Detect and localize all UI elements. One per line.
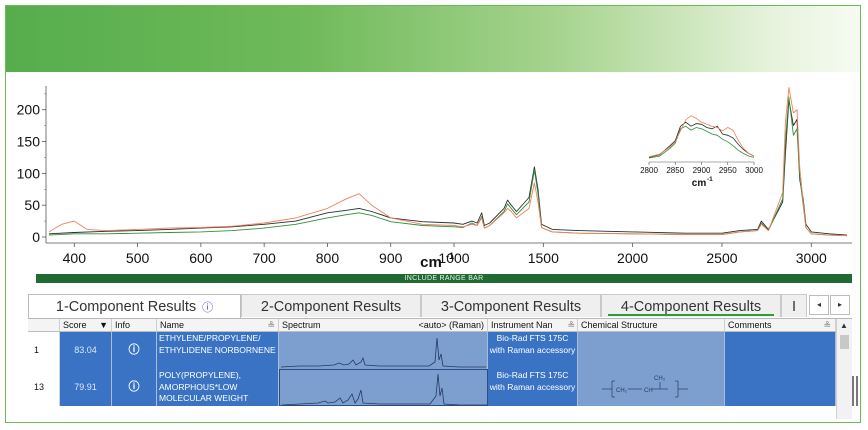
y-tick-label: 50 [24, 197, 40, 213]
header-comments[interactable]: Comments ≗ [725, 319, 836, 332]
x-tick-label: 500 [126, 250, 150, 266]
row-number: 1 [28, 332, 60, 369]
scrollbar-thumb[interactable] [840, 335, 849, 349]
header-info[interactable]: Info [112, 319, 157, 332]
inset-series-line-1 [648, 121, 755, 158]
y-tick-label: 0 [32, 229, 40, 245]
app-frame: 0 50 100 150 200 400 500 600 700 800 900 1000 1500 20… [5, 5, 861, 423]
inset-x-tick-label: 2850 [666, 166, 684, 175]
spectrum-thumbnail-plot [281, 373, 487, 405]
x-tick-label: 700 [252, 250, 276, 266]
table-row[interactable]: 13 79.91 ⓘ POLY(PROPYLENE), AMORPHOUS*LO… [28, 369, 836, 406]
tab-label: 3-Component Results [440, 299, 582, 315]
info-header-label: Info [115, 320, 131, 330]
inset-x-tick-label: 2950 [719, 166, 737, 175]
header-name[interactable]: Name ≗ [157, 319, 279, 332]
score-value: 83.04 [60, 332, 112, 369]
inset-x-tick-label: 2800 [640, 166, 658, 175]
x-tick-label: 900 [379, 250, 403, 266]
header-banner [6, 6, 860, 72]
header-spectrum[interactable]: Spectrum <auto> (Raman) [279, 319, 488, 332]
comments-cell[interactable] [725, 369, 836, 406]
x-tick-label: 3000 [796, 250, 827, 266]
filter-icon[interactable]: ≗ [567, 320, 575, 330]
scroll-up-icon[interactable]: ▲ [840, 321, 848, 330]
instrument-name: Bio-Rad FTS 175C with Raman accessory [488, 332, 578, 369]
vertical-scrollbar[interactable]: ▲ [836, 319, 852, 419]
score-header-label: Score [63, 320, 87, 330]
tab-label: 4-Component Results [620, 299, 762, 315]
tab-1-component-results[interactable]: 1-Component Results ⓘ [28, 294, 241, 319]
spectrum-header-label: Spectrum [282, 320, 321, 330]
series-line-2 [48, 96, 848, 237]
chemical-structure [578, 332, 725, 369]
tab-prev-button[interactable]: ◂ [809, 295, 829, 315]
inset-series-line-3 [648, 115, 755, 158]
info-icon[interactable]: ⓘ [202, 302, 214, 314]
filter-icon[interactable]: ≗ [267, 320, 275, 330]
tab-next-button[interactable]: ▸ [830, 295, 850, 315]
x-tick-label: 1500 [528, 250, 559, 266]
x-tick-label: 1000 [438, 250, 469, 266]
y-tick-label: 150 [17, 134, 41, 150]
tab-3-component-results[interactable]: 3-Component Results [421, 294, 601, 317]
instrument-name: Bio-Rad FTS 175C with Raman accessory [488, 369, 578, 406]
spectrum-mode-label[interactable]: <auto> (Raman) [418, 320, 484, 330]
spectrum-thumbnail[interactable] [279, 332, 488, 369]
y-tick-label: 200 [17, 102, 41, 118]
inset-x-axis-label-superscript: -1 [707, 176, 713, 183]
structure-header-label: Chemical Structure [581, 320, 658, 330]
header-score[interactable]: Score ▼ [60, 319, 112, 332]
info-icon[interactable]: ⓘ [112, 369, 157, 406]
compound-name: ETHYLENE/PROPYLENE/ ETHYLIDENE NORBORNEN… [157, 332, 279, 369]
x-axis-label-superscript: -1 [446, 251, 454, 261]
tab-label: 1-Component Results [55, 299, 197, 315]
svg-text:CH₃: CH₃ [654, 376, 666, 382]
polypropylene-structure-icon: CH₂ CH CH₃ [602, 376, 688, 398]
x-axis-label: cm [420, 254, 442, 271]
table-row[interactable]: 1 83.04 ⓘ ETHYLENE/PROPYLENE/ ETHYLIDENE… [28, 332, 836, 369]
tab-label: 2-Component Results [260, 299, 402, 315]
x-tick-label: 2500 [706, 250, 737, 266]
header-rownum [28, 319, 60, 332]
comments-header-label: Comments [728, 320, 772, 330]
spectrum-thumbnail[interactable] [279, 369, 488, 406]
x-tick-label: 800 [316, 250, 340, 266]
info-icon[interactable]: ⓘ [112, 332, 157, 369]
results-grid: Score ▼ Info Name ≗ Spectrum <auto> (Ram… [28, 318, 858, 419]
score-value: 79.91 [60, 369, 112, 406]
tab-4-component-results[interactable]: 4-Component Results [601, 294, 781, 317]
inset-series-line-2 [648, 125, 755, 159]
y-tick-label: 100 [17, 165, 41, 181]
tab-2-component-results[interactable]: 2-Component Results [241, 294, 421, 317]
chemical-structure: CH₂ CH CH₃ [578, 369, 725, 406]
instrument-header-label: Instrument Nan [491, 320, 553, 330]
sort-desc-icon: ▼ [99, 320, 108, 330]
tab-label: I [791, 299, 797, 315]
results-tabs: 1-Component Results ⓘ 2-Component Results… [28, 294, 852, 319]
inset-x-tick-label: 2900 [693, 166, 711, 175]
x-tick-label: 2000 [617, 250, 648, 266]
name-header-label: Name [160, 320, 185, 330]
svg-text:CH₂: CH₂ [616, 388, 628, 394]
compound-name: POLY(PROPYLENE), AMORPHOUS*LOW MOLECULAR… [157, 369, 279, 406]
filter-icon[interactable]: ≗ [823, 320, 831, 330]
header-instrument[interactable]: Instrument Nan ≗ [488, 319, 578, 332]
inset-x-tick-label: 3000 [745, 166, 763, 175]
x-tick-label: 400 [63, 250, 87, 266]
include-range-bar[interactable]: INCLUDE RANGE BAR [36, 274, 852, 283]
spectrum-thumbnail-plot [280, 337, 486, 368]
column-resize-handle[interactable] [852, 376, 858, 406]
comments-cell[interactable] [725, 332, 836, 369]
tab-overflow[interactable]: I [781, 294, 807, 317]
svg-text:CH: CH [644, 388, 653, 394]
row-number: 13 [28, 369, 60, 406]
header-structure[interactable]: Chemical Structure [578, 319, 725, 332]
spectrum-chart[interactable]: 0 50 100 150 200 400 500 600 700 800 900 1000 1500 20… [6, 72, 860, 272]
x-tick-label: 600 [189, 250, 213, 266]
inset-x-axis-label: cm [692, 178, 707, 189]
series-line-3 [48, 87, 848, 237]
